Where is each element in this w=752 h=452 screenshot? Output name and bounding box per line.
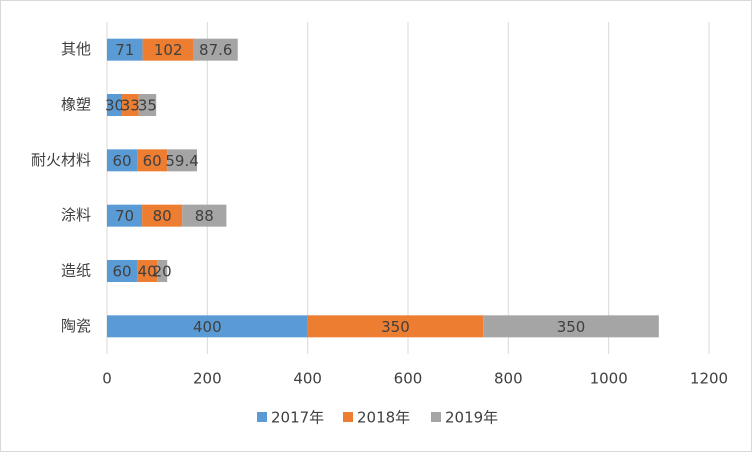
data-label: 400 bbox=[193, 318, 222, 336]
bar-segment bbox=[307, 315, 484, 338]
data-label: 20 bbox=[153, 263, 172, 281]
legend-swatch bbox=[431, 412, 441, 422]
y-tick-label: 陶瓷 bbox=[61, 317, 91, 335]
y-tick-label: 造纸 bbox=[61, 262, 91, 280]
x-tick-label: 400 bbox=[293, 370, 322, 388]
bar-segment bbox=[137, 149, 168, 172]
data-label: 59.4 bbox=[165, 152, 198, 170]
data-label: 80 bbox=[153, 207, 172, 225]
bar-segment bbox=[138, 94, 157, 116]
x-tick-label: 0 bbox=[102, 370, 112, 388]
data-label: 60 bbox=[113, 152, 132, 170]
bar-segment bbox=[193, 38, 238, 61]
y-tick-label: 橡塑 bbox=[61, 96, 91, 114]
data-label: 71 bbox=[115, 41, 134, 59]
data-label: 33 bbox=[121, 97, 140, 115]
bar-segment bbox=[107, 149, 138, 172]
x-tick-label: 600 bbox=[394, 370, 423, 388]
data-label: 70 bbox=[115, 207, 134, 225]
bar-segment bbox=[182, 204, 227, 227]
y-tick-label: 涂料 bbox=[61, 206, 91, 224]
legend-swatch bbox=[343, 412, 353, 422]
legend-label: 2019年 bbox=[445, 409, 498, 427]
data-label: 102 bbox=[154, 41, 183, 59]
legend-label: 2017年 bbox=[271, 409, 324, 427]
bar-segment bbox=[107, 260, 138, 282]
x-tick-label: 800 bbox=[494, 370, 523, 388]
data-label: 30 bbox=[105, 97, 124, 115]
bar-segment bbox=[107, 204, 143, 227]
bar-segment bbox=[122, 94, 139, 116]
bar-segment bbox=[483, 315, 659, 338]
legend-swatch bbox=[257, 412, 267, 422]
bar-segment bbox=[137, 260, 158, 282]
bar-segment bbox=[107, 94, 123, 116]
data-label: 87.6 bbox=[199, 41, 232, 59]
bar-segment bbox=[107, 315, 308, 338]
x-tick-label: 1200 bbox=[690, 370, 728, 388]
bar-segment bbox=[157, 260, 168, 282]
data-label: 350 bbox=[381, 318, 410, 336]
y-tick-label: 其他 bbox=[61, 40, 91, 58]
data-label: 350 bbox=[557, 318, 586, 336]
data-label: 60 bbox=[113, 263, 132, 281]
bar-segment bbox=[142, 204, 183, 227]
x-tick-label: 200 bbox=[193, 370, 222, 388]
data-label: 88 bbox=[195, 207, 214, 225]
bar-segment bbox=[107, 38, 143, 61]
y-tick-label: 耐火材料 bbox=[31, 151, 91, 169]
data-label: 60 bbox=[143, 152, 162, 170]
legend-label: 2018年 bbox=[357, 409, 410, 427]
data-label: 40 bbox=[138, 263, 157, 281]
bar-segment bbox=[167, 149, 197, 172]
bar-segment bbox=[142, 38, 194, 61]
x-tick-label: 1000 bbox=[590, 370, 628, 388]
data-label: 35 bbox=[138, 97, 157, 115]
